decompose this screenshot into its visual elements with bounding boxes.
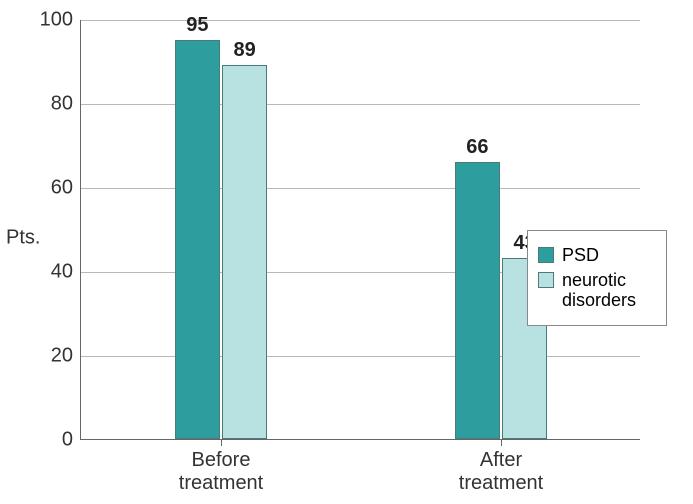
y-tick-label: 100: [40, 9, 73, 32]
x-tick: [221, 439, 222, 446]
y-tick-label: 40: [51, 261, 73, 284]
bar-value-label: 89: [233, 39, 255, 62]
legend-item: PSD: [538, 245, 652, 266]
legend-swatch: [538, 247, 554, 263]
x-tick-label: Aftertreatment: [459, 449, 543, 495]
bar: [455, 162, 500, 439]
y-tick-label: 20: [51, 345, 73, 368]
chart-container: 0 20 40 60 80 100 Beforetreatment 95 89 Aftertrea…: [0, 0, 693, 504]
legend-item: neuroticdisorders: [538, 270, 652, 311]
legend-swatch: [538, 272, 554, 288]
gridline: [81, 188, 640, 189]
gridline: [81, 104, 640, 105]
y-axis-label: Pts.: [6, 227, 40, 250]
bar-value-label: 66: [466, 136, 488, 159]
legend-label: PSD: [562, 245, 599, 266]
bar: [222, 65, 267, 439]
gridline: [81, 20, 640, 21]
legend: PSD neuroticdisorders: [527, 230, 667, 326]
bar-value-label: 95: [186, 14, 208, 37]
bar: [175, 40, 220, 439]
y-tick-label: 80: [51, 93, 73, 116]
gridline: [81, 356, 640, 357]
y-tick-label: 60: [51, 177, 73, 200]
y-tick-label: 0: [62, 429, 73, 452]
x-tick: [501, 439, 502, 446]
x-tick-label: Beforetreatment: [179, 449, 263, 495]
legend-label: neuroticdisorders: [562, 270, 636, 311]
